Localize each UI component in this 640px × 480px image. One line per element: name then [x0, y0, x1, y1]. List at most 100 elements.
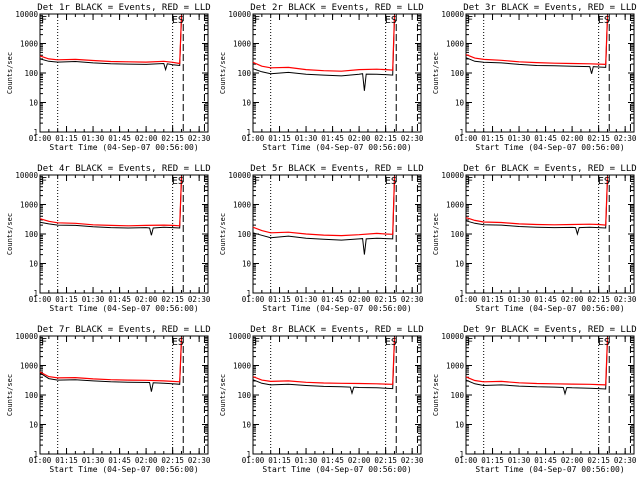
x-tick-label: 02:30: [401, 295, 424, 304]
detector-panel-5: Det 5r BLACK = Events, RED = LLD 1 10 100 10…: [219, 164, 424, 313]
x-tick-label: 01:30: [295, 134, 318, 143]
x-axis-title: Start Time (04-Sep-07 00:56:00): [49, 465, 198, 474]
series-events-line: [252, 16, 395, 91]
y-tick-label: 1: [33, 128, 38, 137]
y-tick-label: 1000: [446, 362, 465, 371]
x-tick-label: 01:00: [29, 456, 52, 465]
y-tick-label: 10000: [441, 332, 464, 341]
y-tick-label: 100: [237, 230, 251, 239]
marker-f-label: F: [41, 15, 47, 26]
series-events-line: [252, 177, 395, 255]
y-tick-label: 10: [242, 421, 252, 430]
series-lld-line: [465, 15, 609, 66]
marker-es-label: ES: [385, 15, 397, 26]
x-tick-label: 02:00: [135, 134, 158, 143]
x-tick-label: 01:00: [242, 456, 265, 465]
detector-panel-6: Det 6r BLACK = Events, RED = LLD 1 10 100 10…: [432, 164, 637, 313]
x-tick-label: 02:00: [348, 456, 371, 465]
x-tick-label: 01:15: [55, 456, 78, 465]
x-tick-label: 01:00: [242, 134, 265, 143]
panel-title: Det 8r BLACK = Events, RED = LLD: [250, 325, 423, 335]
y-tick-label: 1: [246, 450, 251, 459]
x-tick-label: 01:00: [29, 295, 52, 304]
series-events-line: [465, 16, 608, 74]
y-tick-label: 10: [455, 421, 465, 430]
x-tick-label: 01:15: [268, 134, 291, 143]
x-tick-label: 01:15: [55, 295, 78, 304]
x-tick-label: 02:15: [587, 456, 610, 465]
series-lld-line: [39, 176, 183, 227]
x-tick-label: 01:30: [295, 456, 318, 465]
series-events-line: [39, 177, 182, 236]
y-tick-label: 100: [450, 230, 464, 239]
series-events-line: [39, 338, 182, 392]
marker-es-label: ES: [598, 337, 610, 348]
y-axis-title: Counts/sec: [432, 52, 440, 94]
x-tick-label: 01:15: [268, 456, 291, 465]
x-tick-label: 02:30: [188, 295, 211, 304]
x-tick-label: 02:30: [401, 456, 424, 465]
y-tick-label: 10000: [228, 10, 251, 19]
panel-title: Det 1r BLACK = Events, RED = LLD: [37, 3, 210, 13]
y-tick-label: 1: [459, 128, 464, 137]
x-tick-label: 01:15: [55, 134, 78, 143]
series-lld-line: [39, 337, 183, 383]
y-tick-label: 10000: [228, 171, 251, 180]
y-tick-label: 10000: [441, 10, 464, 19]
detector-panel-3: Det 3r BLACK = Events, RED = LLD 1 10 100 10…: [432, 3, 637, 152]
y-axis-title: Counts/sec: [6, 213, 14, 255]
x-tick-label: 02:00: [348, 134, 371, 143]
detector-panel-9: Det 9r BLACK = Events, RED = LLD 1 10 100 10…: [432, 325, 637, 474]
x-axis-title: Start Time (04-Sep-07 00:56:00): [475, 465, 624, 474]
x-tick-label: 02:00: [561, 456, 584, 465]
y-tick-label: 1: [459, 450, 464, 459]
y-tick-label: 100: [24, 69, 38, 78]
marker-es-label: ES: [385, 176, 397, 187]
x-tick-label: 01:45: [321, 134, 344, 143]
y-tick-label: 100: [450, 69, 464, 78]
y-tick-label: 1000: [233, 40, 252, 49]
x-tick-label: 02:30: [188, 134, 211, 143]
marker-f-label: F: [41, 337, 47, 348]
x-tick-label: 01:15: [481, 456, 504, 465]
y-tick-label: 1000: [233, 201, 252, 210]
y-tick-label: 1000: [20, 201, 39, 210]
y-tick-label: 100: [24, 230, 38, 239]
y-tick-label: 10000: [15, 171, 38, 180]
x-axis-title: Start Time (04-Sep-07 00:56:00): [49, 304, 198, 313]
x-tick-label: 01:15: [481, 134, 504, 143]
x-tick-label: 02:15: [374, 295, 397, 304]
y-tick-label: 1000: [233, 362, 252, 371]
x-axis-title: Start Time (04-Sep-07 00:56:00): [475, 143, 624, 152]
x-tick-label: 01:45: [534, 134, 557, 143]
x-tick-label: 01:00: [455, 134, 478, 143]
x-tick-label: 01:30: [508, 456, 531, 465]
panel-title: Det 4r BLACK = Events, RED = LLD: [37, 164, 210, 174]
marker-f-label: F: [467, 15, 473, 26]
x-tick-label: 02:15: [161, 295, 184, 304]
x-tick-label: 01:45: [108, 134, 131, 143]
x-tick-label: 01:45: [534, 456, 557, 465]
panel-title: Det 6r BLACK = Events, RED = LLD: [463, 164, 636, 174]
y-tick-label: 1: [33, 450, 38, 459]
x-axis-title: Start Time (04-Sep-07 00:56:00): [262, 465, 411, 474]
x-tick-label: 01:30: [295, 295, 318, 304]
y-tick-label: 1000: [446, 201, 465, 210]
detector-panel-7: Det 7r BLACK = Events, RED = LLD 1 10 100 10…: [6, 325, 211, 474]
y-tick-label: 1: [33, 289, 38, 298]
x-tick-label: 01:30: [508, 134, 531, 143]
y-axis-title: Counts/sec: [219, 213, 227, 255]
x-tick-label: 02:15: [587, 295, 610, 304]
y-tick-label: 10: [29, 99, 39, 108]
marker-es-label: ES: [172, 176, 184, 187]
panel-title: Det 2r BLACK = Events, RED = LLD: [250, 3, 423, 13]
series-events-line: [465, 177, 608, 236]
y-tick-label: 10000: [15, 10, 38, 19]
x-tick-label: 01:30: [82, 456, 105, 465]
x-tick-label: 02:15: [374, 134, 397, 143]
x-tick-label: 01:45: [108, 295, 131, 304]
x-tick-label: 02:00: [561, 295, 584, 304]
x-tick-label: 02:30: [614, 134, 637, 143]
series-lld-line: [465, 337, 609, 386]
x-tick-label: 02:15: [161, 134, 184, 143]
